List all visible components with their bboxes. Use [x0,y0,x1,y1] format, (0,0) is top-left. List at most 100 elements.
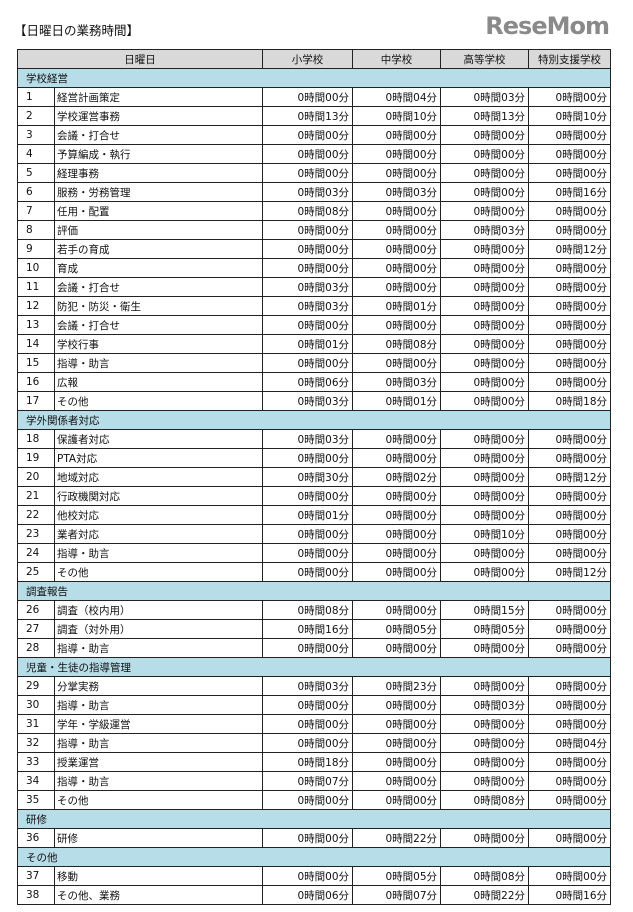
time-value: 0時間00分 [440,486,529,506]
time-value: 0時間00分 [528,87,611,107]
table-row: 12 防犯・防災・衛生 0時間03分 0時間01分 0時間00分 0時間00分 [17,296,611,316]
row-number: 6 [17,182,55,202]
header-junior-high: 中学校 [352,49,441,69]
time-value: 0時間00分 [528,201,611,221]
section-title: 研修 [17,809,611,829]
time-value: 0時間05分 [352,866,441,886]
time-value: 0時間01分 [352,296,441,316]
table-row: 5 経理事務 0時間00分 0時間00分 0時間00分 0時間00分 [17,163,611,183]
time-value: 0時間00分 [262,524,353,544]
document-title: 【日曜日の業務時間】 [14,23,140,38]
time-value: 0時間10分 [528,106,611,126]
time-value: 0時間03分 [262,429,353,449]
time-value: 0時間00分 [440,144,529,164]
section-row: 調査報告 [17,581,611,601]
row-label: 学年・学級運営 [54,714,263,734]
time-value: 0時間00分 [528,714,611,734]
time-value: 0時間00分 [262,220,353,240]
table-row: 1 経営計画策定 0時間00分 0時間04分 0時間03分 0時間00分 [17,87,611,107]
row-number: 36 [17,828,55,848]
row-label: 経理事務 [54,163,263,183]
row-label: 研修 [54,828,263,848]
time-value: 0時間00分 [528,543,611,563]
row-label: 他校対応 [54,505,263,525]
time-value: 0時間00分 [440,296,529,316]
time-value: 0時間00分 [440,372,529,392]
time-value: 0時間00分 [440,353,529,373]
time-value: 0時間00分 [528,258,611,278]
time-value: 0時間00分 [528,866,611,886]
time-value: 0時間00分 [440,315,529,335]
time-value: 0時間00分 [352,163,441,183]
time-value: 0時間00分 [528,524,611,544]
table-row: 3 会議・打合せ 0時間00分 0時間00分 0時間00分 0時間00分 [17,125,611,145]
row-label: 業者対応 [54,524,263,544]
table-row: 31 学年・学級運営 0時間00分 0時間00分 0時間00分 0時間00分 [17,714,611,734]
section-row: その他 [17,847,611,867]
time-value: 0時間01分 [352,391,441,411]
section-row: 児童・生徒の指導管理 [17,657,611,677]
row-number: 30 [17,695,55,715]
table-row: 7 任用・配置 0時間08分 0時間00分 0時間00分 0時間00分 [17,201,611,221]
time-value: 0時間00分 [352,125,441,145]
table-row: 15 指導・助言 0時間00分 0時間00分 0時間00分 0時間00分 [17,353,611,373]
time-value: 0時間00分 [262,258,353,278]
time-value: 0時間00分 [440,429,529,449]
time-value: 0時間03分 [352,182,441,202]
time-value: 0時間00分 [528,771,611,791]
time-value: 0時間00分 [528,372,611,392]
time-value: 0時間00分 [352,315,441,335]
time-value: 0時間00分 [440,733,529,753]
table-row: 24 指導・助言 0時間00分 0時間00分 0時間00分 0時間00分 [17,543,611,563]
section-row: 研修 [17,809,611,829]
time-value: 0時間00分 [528,600,611,620]
table-row: 21 行政機関対応 0時間00分 0時間00分 0時間00分 0時間00分 [17,486,611,506]
time-value: 0時間00分 [262,448,353,468]
row-number: 32 [17,733,55,753]
row-label: 分掌実務 [54,676,263,696]
row-number: 27 [17,619,55,639]
row-label: 地域対応 [54,467,263,487]
time-value: 0時間00分 [440,752,529,772]
table-row: 13 会議・打合せ 0時間00分 0時間00分 0時間00分 0時間00分 [17,315,611,335]
time-value: 0時間00分 [440,258,529,278]
section-row: 学外関係者対応 [17,410,611,430]
time-value: 0時間00分 [352,638,441,658]
time-value: 0時間13分 [440,106,529,126]
row-label: 育成 [54,258,263,278]
time-value: 0時間07分 [262,771,353,791]
time-value: 0時間00分 [528,486,611,506]
time-value: 0時間01分 [262,505,353,525]
time-value: 0時間00分 [262,562,353,582]
table-row: 35 その他 0時間00分 0時間00分 0時間08分 0時間00分 [17,790,611,810]
table-row: 26 調査（校内用） 0時間08分 0時間00分 0時間15分 0時間00分 [17,600,611,620]
table-row: 17 その他 0時間03分 0時間01分 0時間00分 0時間18分 [17,391,611,411]
section-title: 学校経営 [17,68,611,88]
row-label: 授業運営 [54,752,263,772]
table-row: 25 その他 0時間00分 0時間00分 0時間00分 0時間12分 [17,562,611,582]
time-value: 0時間00分 [440,505,529,525]
time-value: 0時間00分 [262,543,353,563]
time-value: 0時間04分 [352,87,441,107]
row-label: 指導・助言 [54,543,263,563]
row-number: 34 [17,771,55,791]
time-value: 0時間16分 [262,619,353,639]
row-number: 33 [17,752,55,772]
time-value: 0時間00分 [262,144,353,164]
table-row: 32 指導・助言 0時間00分 0時間00分 0時間00分 0時間04分 [17,733,611,753]
row-number: 2 [17,106,55,126]
row-number: 28 [17,638,55,658]
time-value: 0時間16分 [528,885,611,905]
time-value: 0時間03分 [440,220,529,240]
row-number: 3 [17,125,55,145]
time-value: 0時間00分 [440,638,529,658]
time-value: 0時間00分 [352,714,441,734]
time-value: 0時間00分 [440,828,529,848]
time-value: 0時間00分 [440,239,529,259]
time-value: 0時間00分 [528,448,611,468]
table-row: 28 指導・助言 0時間00分 0時間00分 0時間00分 0時間00分 [17,638,611,658]
row-number: 20 [17,467,55,487]
time-value: 0時間00分 [262,733,353,753]
row-label: 指導・助言 [54,771,263,791]
time-value: 0時間15分 [440,600,529,620]
